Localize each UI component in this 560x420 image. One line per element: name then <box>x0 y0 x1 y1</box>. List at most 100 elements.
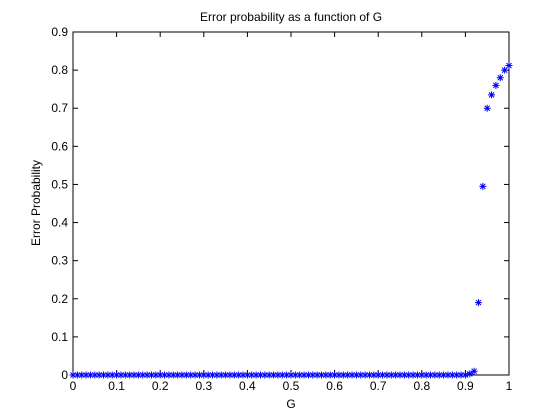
data-point <box>348 371 356 379</box>
data-point <box>82 371 90 379</box>
data-point <box>182 371 190 379</box>
y-tick-label: 0 <box>61 368 68 382</box>
data-point <box>261 371 269 379</box>
data-point <box>427 371 435 379</box>
data-point <box>187 371 195 379</box>
data-point <box>200 371 208 379</box>
data-point <box>440 371 448 379</box>
data-point <box>400 371 408 379</box>
data-point <box>178 371 186 379</box>
data-point <box>191 371 199 379</box>
data-point <box>405 371 413 379</box>
x-tick-label: 0.1 <box>108 379 125 393</box>
data-point <box>418 371 426 379</box>
data-point <box>169 371 177 379</box>
data-point <box>339 371 347 379</box>
data-point <box>104 371 112 379</box>
x-tick-label: 0 <box>70 379 77 393</box>
data-point <box>370 371 378 379</box>
x-tick-label: 0.9 <box>457 379 474 393</box>
data-points <box>69 62 513 379</box>
data-point <box>488 91 496 99</box>
data-point <box>239 371 247 379</box>
data-point <box>283 371 291 379</box>
data-point <box>230 371 238 379</box>
data-point <box>86 371 94 379</box>
data-point <box>265 371 273 379</box>
data-point <box>387 371 395 379</box>
data-point <box>78 371 86 379</box>
y-tick-label: 0.1 <box>51 330 68 344</box>
data-point <box>296 371 304 379</box>
y-tick-label: 0.8 <box>51 63 68 77</box>
data-point <box>466 370 474 378</box>
data-point <box>304 371 312 379</box>
data-point <box>195 371 203 379</box>
y-tick-label: 0.7 <box>51 101 68 115</box>
data-point <box>496 74 504 82</box>
data-point <box>174 371 182 379</box>
y-tick-label: 0.2 <box>51 292 68 306</box>
data-point <box>352 371 360 379</box>
data-point <box>300 371 308 379</box>
data-point <box>374 371 382 379</box>
data-point <box>318 371 326 379</box>
data-point <box>287 371 295 379</box>
x-tick-label: 1 <box>506 379 513 393</box>
data-point <box>383 371 391 379</box>
data-point <box>435 371 443 379</box>
data-point <box>365 371 373 379</box>
plot-area <box>72 31 510 376</box>
data-point <box>126 371 134 379</box>
data-point <box>331 371 339 379</box>
data-point <box>422 371 430 379</box>
data-point <box>505 62 513 70</box>
data-point <box>470 367 478 375</box>
data-point <box>431 371 439 379</box>
x-tick-label: 0.2 <box>152 379 169 393</box>
data-point <box>413 371 421 379</box>
data-point <box>91 371 99 379</box>
data-point <box>130 371 138 379</box>
y-axis-label: Error Probability <box>29 160 43 246</box>
data-point <box>335 371 343 379</box>
data-point <box>396 371 404 379</box>
data-point <box>409 371 417 379</box>
data-point <box>448 371 456 379</box>
data-point <box>274 371 282 379</box>
data-point <box>69 371 77 379</box>
data-point <box>278 371 286 379</box>
data-point <box>217 371 225 379</box>
data-point <box>322 371 330 379</box>
data-point <box>209 371 217 379</box>
data-point <box>73 371 81 379</box>
data-point <box>95 371 103 379</box>
x-tick-label: 0.3 <box>195 379 212 393</box>
data-point <box>256 371 264 379</box>
axis-ticks: 0 0.1 0.2 0.3 0.4 0.5 0.6 0.7 0.8 0.9 1 0 0.1 0.2 0.3 0… <box>51 25 512 393</box>
data-point <box>165 371 173 379</box>
data-point <box>213 371 221 379</box>
x-axis-label: G <box>286 397 295 411</box>
data-point <box>252 371 260 379</box>
data-point <box>357 371 365 379</box>
data-point <box>501 66 509 74</box>
data-point <box>156 371 164 379</box>
data-point <box>248 371 256 379</box>
data-point <box>270 371 278 379</box>
data-point <box>309 371 317 379</box>
data-point <box>226 371 234 379</box>
data-point <box>108 371 116 379</box>
chart-title: Error probability as a function of G <box>200 10 382 24</box>
x-tick-label: 0.4 <box>239 379 256 393</box>
data-point <box>204 371 212 379</box>
data-point <box>483 104 491 112</box>
data-point <box>474 299 482 307</box>
data-point <box>161 371 169 379</box>
data-point <box>121 371 129 379</box>
data-point <box>479 182 487 190</box>
data-point <box>453 371 461 379</box>
data-point <box>139 371 147 379</box>
y-tick-label: 0.9 <box>51 25 68 39</box>
